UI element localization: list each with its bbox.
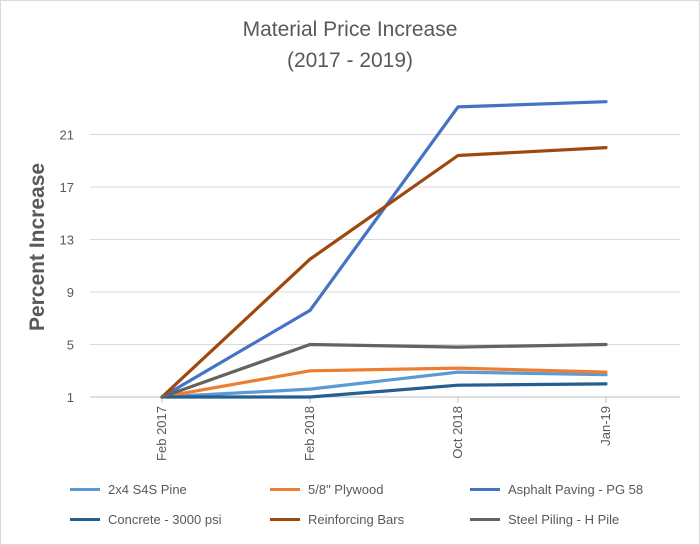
- legend-item: Asphalt Paving - PG 58: [470, 480, 643, 498]
- x-tick-label: Feb 2017: [154, 406, 169, 461]
- series-line-2x4-s4s-pine: [160, 370, 608, 399]
- legend-label: Concrete - 3000 psi: [108, 511, 222, 527]
- y-tick-label: 1: [67, 390, 74, 405]
- y-tick-label: 17: [60, 180, 74, 195]
- x-tick-label: Jan-19: [598, 406, 613, 446]
- x-tick-label: Oct 2018: [450, 406, 465, 459]
- series-line-reinforcing-bars: [160, 146, 608, 399]
- legend-swatch: [470, 517, 500, 521]
- legend-item: Concrete - 3000 psi: [70, 510, 221, 528]
- legend-item: Steel Piling - H Pile: [470, 510, 619, 528]
- chart-subtitle: (2017 - 2019): [286, 49, 414, 72]
- series-line-asphalt-paving-pg-58: [160, 100, 608, 399]
- legend-swatch: [470, 487, 500, 491]
- y-tick-label: 21: [60, 128, 74, 143]
- y-tick-labels: 1 5 9 13 17 21: [60, 128, 74, 406]
- y-tick-label: 9: [67, 285, 74, 300]
- x-tick-labels: Feb 2017 Feb 2018 Oct 2018 Jan-19: [154, 397, 613, 461]
- legend-item: Reinforcing Bars: [270, 510, 404, 528]
- legend-item: 5/8" Plywood: [270, 480, 383, 498]
- legend-swatch: [270, 517, 300, 521]
- legend-label: 5/8" Plywood: [308, 481, 384, 497]
- legend-label: Steel Piling - H Pile: [508, 511, 620, 527]
- line-chart: 1 5 9 13 17 21 Feb 2017 Feb 2018 Oct 2018 Jan-19: [60, 100, 680, 461]
- legend-swatch: [270, 487, 300, 491]
- series-line-concrete-3000-psi: [160, 382, 608, 399]
- x-tick-label: Feb 2018: [302, 406, 317, 461]
- y-tick-label: 13: [60, 233, 74, 248]
- legend-label: 2x4 S4S Pine: [108, 481, 187, 497]
- chart-title: Material Price Increase: [242, 18, 458, 41]
- legend: 2x4 S4S Pine 5/8" Plywood Asphalt Paving -…: [60, 480, 680, 536]
- gridlines: [90, 134, 680, 398]
- y-tick-label: 5: [67, 338, 74, 353]
- series-line-steel-piling-h-pile: [160, 342, 608, 399]
- legend-item: 2x4 S4S Pine: [70, 480, 187, 498]
- legend-swatch: [70, 517, 100, 521]
- legend-swatch: [70, 487, 100, 491]
- legend-label: Asphalt Paving - PG 58: [508, 481, 644, 497]
- chart-title-block: Material Price Increase (2017 - 2019): [0, 14, 700, 76]
- legend-label: Reinforcing Bars: [308, 511, 405, 527]
- series-lines: [160, 100, 608, 399]
- series-line-5-8-plywood: [160, 366, 608, 399]
